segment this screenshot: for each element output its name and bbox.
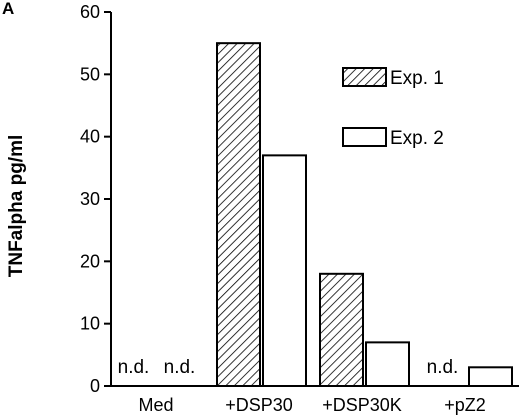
legend-swatch <box>342 127 387 147</box>
nd-annotation: n.d. <box>164 357 196 378</box>
legend-swatch <box>342 67 387 87</box>
y-tick-label: 40 <box>80 127 100 147</box>
legend: Exp. 1 Exp. 2 <box>342 67 444 149</box>
panel-label: A <box>2 0 14 18</box>
y-tick-label: 10 <box>80 314 100 334</box>
bar-2 <box>468 366 513 387</box>
y-tick-label: 50 <box>80 64 100 84</box>
y-tick-label: 20 <box>80 251 100 271</box>
labels: n.d. n.d. n.d. Med +DSP30 +DSP30K +pZ2 <box>118 357 486 415</box>
category-label: Med <box>138 395 173 415</box>
y-tick-label: 60 <box>80 2 100 22</box>
category-label: +pZ2 <box>444 395 486 415</box>
bars <box>216 42 513 388</box>
category-label: +DSP30 <box>225 395 293 415</box>
y-tick-label: 0 <box>90 376 100 396</box>
y-axis-label: TNFalpha pg/ml <box>6 135 27 278</box>
legend-label: Exp. 2 <box>390 128 444 149</box>
nd-annotation: n.d. <box>118 357 150 378</box>
y-tick-label: 30 <box>80 189 100 209</box>
legend-label: Exp. 1 <box>390 68 444 89</box>
nd-annotation: n.d. <box>427 357 459 378</box>
bar-2 <box>262 154 307 387</box>
bar-1 <box>319 272 364 387</box>
bar-2 <box>365 341 410 388</box>
bar-1 <box>216 42 261 388</box>
axes: 0 10 20 30 40 50 60 <box>80 2 519 396</box>
category-label: +DSP30K <box>322 395 402 415</box>
